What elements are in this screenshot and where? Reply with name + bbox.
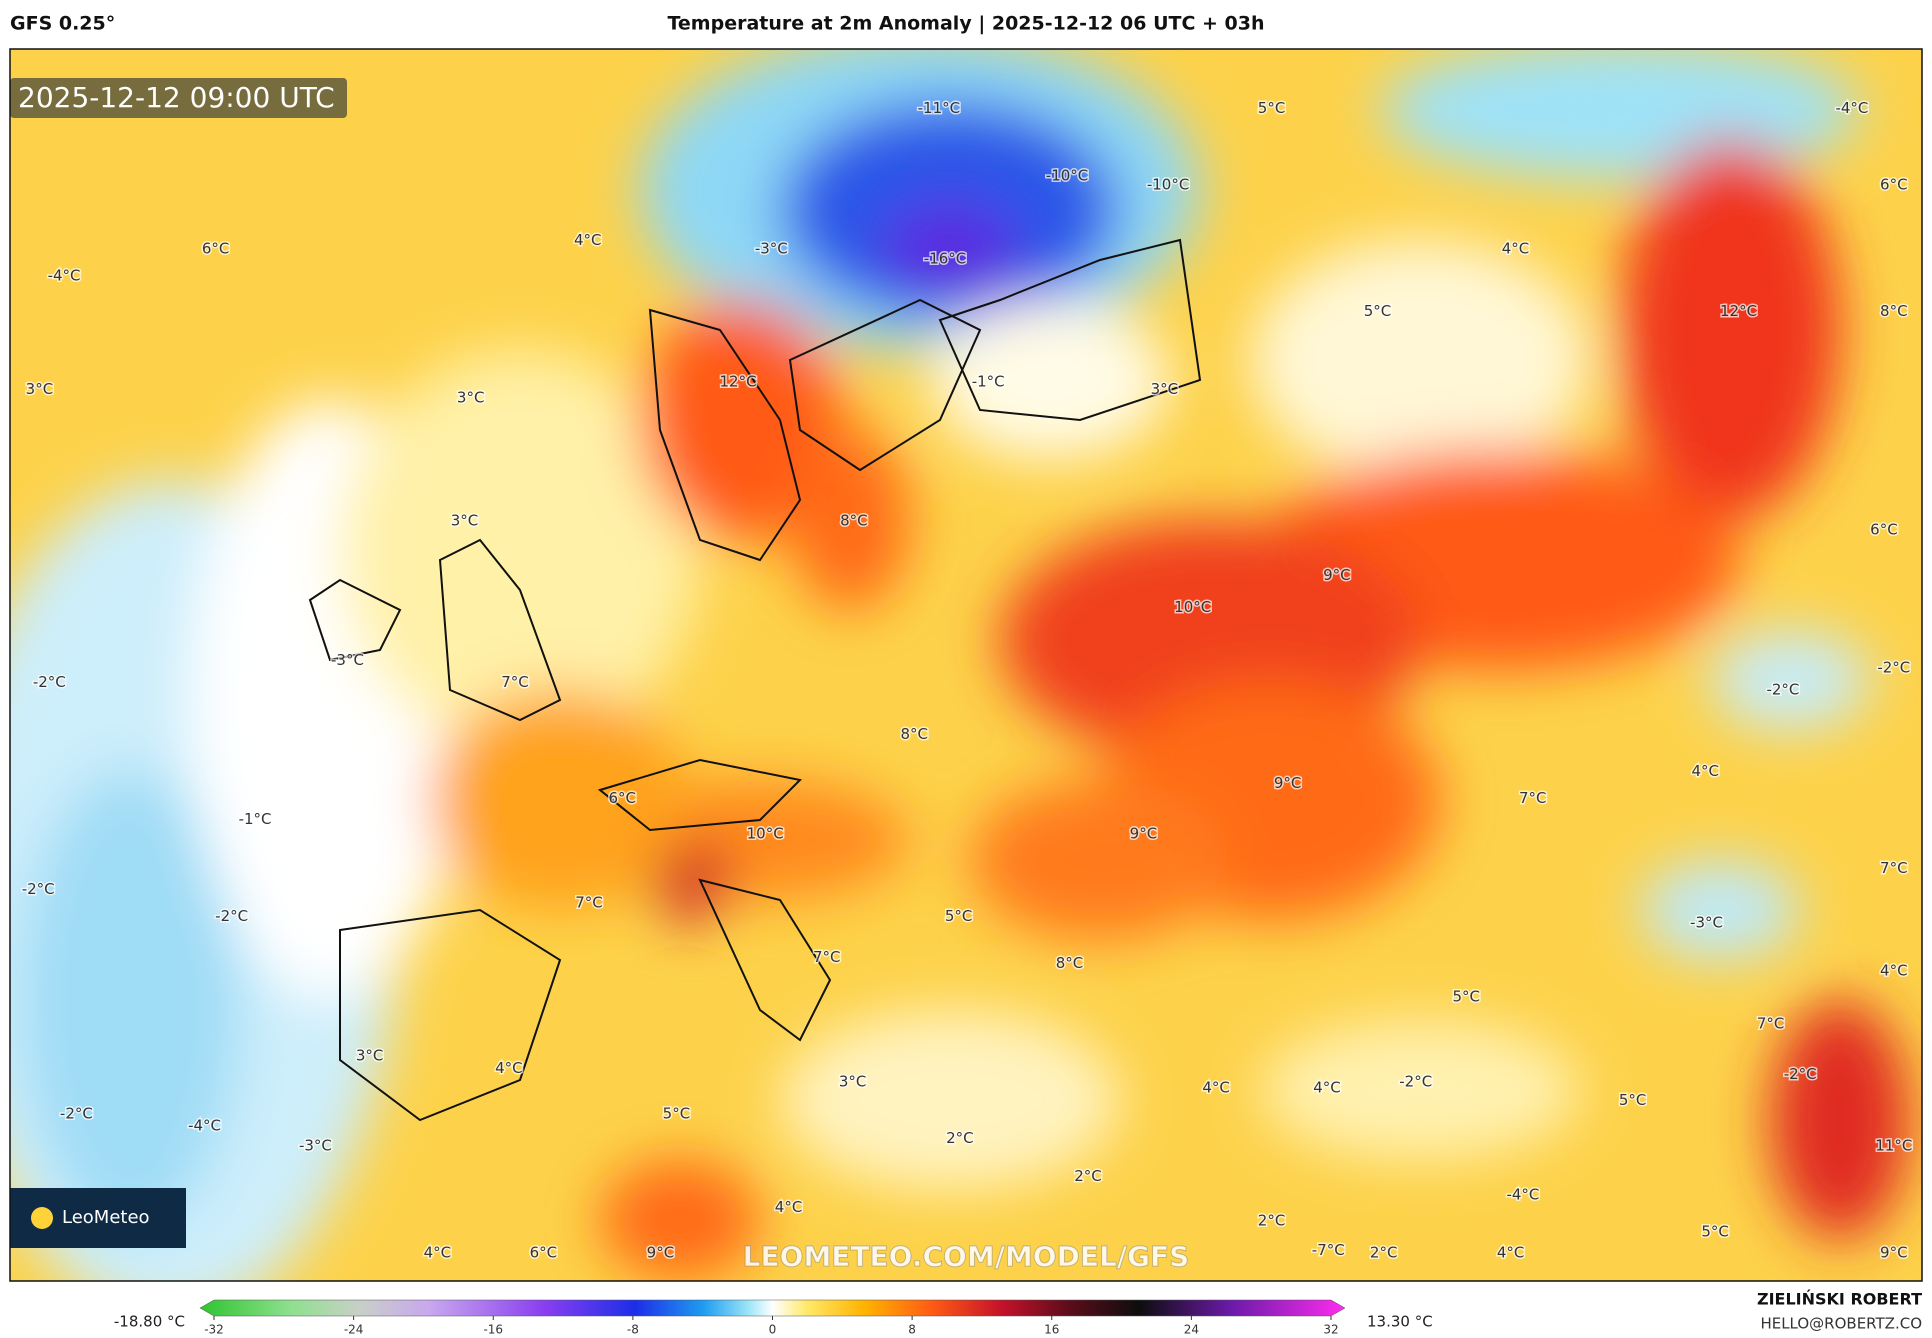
temperature-label: 5°C xyxy=(1701,1223,1729,1241)
temperature-label: -16°C xyxy=(924,249,966,267)
temperature-label: 6°C xyxy=(1880,175,1908,193)
colorbar-max: 13.30 °C xyxy=(1367,1313,1433,1331)
colorbar-min: -18.80 °C xyxy=(114,1313,185,1331)
temperature-label: 7°C xyxy=(1880,859,1908,877)
temperature-label: 2°C xyxy=(1258,1212,1286,1230)
temperature-label: 5°C xyxy=(1619,1091,1647,1109)
temperature-label: 6°C xyxy=(1870,520,1898,538)
map-title: Temperature at 2m Anomaly | 2025-12-12 0… xyxy=(667,13,1264,35)
temperature-label: 9°C xyxy=(647,1244,675,1262)
logo-sun xyxy=(31,1207,53,1229)
temperature-label: 10°C xyxy=(747,825,784,843)
colorbar-tick-label: 16 xyxy=(1044,1323,1059,1337)
temperature-label: -2°C xyxy=(1877,658,1910,676)
temperature-label: 2°C xyxy=(1074,1167,1102,1185)
author: ZIELIŃSKI ROBERT xyxy=(1757,1290,1922,1309)
temperature-label: 4°C xyxy=(1313,1078,1341,1096)
temperature-label: 4°C xyxy=(1497,1244,1525,1262)
temperature-label: -2°C xyxy=(215,907,248,925)
temperature-label: 8°C xyxy=(840,512,868,530)
temperature-label: -2°C xyxy=(1784,1065,1817,1083)
temperature-label: 3°C xyxy=(356,1046,384,1064)
colorbar-tick-label: -32 xyxy=(204,1323,224,1337)
temperature-label: 6°C xyxy=(202,239,230,257)
temperature-label: 10°C xyxy=(1174,598,1211,616)
temperature-label: -4°C xyxy=(1506,1186,1539,1204)
temperature-label: -4°C xyxy=(48,267,81,285)
temperature-label: 8°C xyxy=(1056,954,1084,972)
temperature-label: -4°C xyxy=(1835,99,1868,117)
colorbar-tick-label: -8 xyxy=(627,1323,639,1337)
colorbar-tick-label: -24 xyxy=(344,1323,364,1337)
temperature-label: 4°C xyxy=(424,1244,452,1262)
model-name: GFS 0.25° xyxy=(10,13,115,35)
temperature-label: 6°C xyxy=(608,789,636,807)
temperature-label: 7°C xyxy=(1519,789,1547,807)
temperature-label: 4°C xyxy=(775,1198,803,1216)
temperature-label: -11°C xyxy=(918,99,960,117)
colorbar-tick-label: -16 xyxy=(483,1323,503,1337)
temperature-label: 4°C xyxy=(1880,961,1908,979)
temperature-label: -4°C xyxy=(188,1117,221,1135)
temperature-label: 8°C xyxy=(900,725,928,743)
timestamp-box xyxy=(10,78,347,118)
map: -11°C 5°C -4°C -10°C -10°C 6°C 6°C 4°C -3°C -16°C… xyxy=(10,49,1922,1281)
temperature-label: 12°C xyxy=(720,372,757,390)
temperature-label: 6°C xyxy=(530,1244,558,1262)
temperature-label: 5°C xyxy=(1258,99,1286,117)
temperature-label: 7°C xyxy=(813,948,841,966)
map-frame xyxy=(9,48,1923,1282)
temperature-label: 4°C xyxy=(1202,1078,1230,1096)
colorbar-tick-label: 8 xyxy=(908,1323,916,1337)
temperature-label: -1°C xyxy=(239,810,272,828)
temperature-label: 12°C xyxy=(1720,302,1757,320)
contact: HELLO@ROBERTZ.CO xyxy=(1760,1315,1922,1333)
colorbar xyxy=(199,1299,1346,1317)
temperature-label: 4°C xyxy=(1502,239,1530,257)
temperature-label: -2°C xyxy=(33,673,66,691)
temperature-label: -2°C xyxy=(22,880,55,898)
temperature-label: 3°C xyxy=(457,388,485,406)
temperature-label: -3°C xyxy=(299,1136,332,1154)
temperature-label: 4°C xyxy=(495,1059,523,1077)
temperature-label: 2°C xyxy=(946,1129,974,1147)
temperature-label: -2°C xyxy=(1766,681,1799,699)
timestamp: 2025-12-12 09:00 UTC xyxy=(18,81,335,114)
temperature-label: 5°C xyxy=(1452,987,1480,1005)
temperature-label: -3°C xyxy=(331,651,364,669)
temperature-label: 3°C xyxy=(1151,380,1179,398)
colorbar-tick-label: 32 xyxy=(1323,1323,1338,1337)
temperature-label: 9°C xyxy=(1274,774,1302,792)
temperature-label: -10°C xyxy=(1046,167,1088,185)
temperature-label: 5°C xyxy=(945,907,973,925)
temperature-label: 7°C xyxy=(1757,1014,1785,1032)
temperature-label: 7°C xyxy=(575,894,603,912)
temperature-label: -2°C xyxy=(60,1104,93,1122)
temperature-label: 8°C xyxy=(1880,302,1908,320)
temperature-label: 5°C xyxy=(663,1104,691,1122)
temperature-label: -2°C xyxy=(1399,1072,1432,1090)
temperature-label: 11°C xyxy=(1875,1136,1912,1154)
temperature-label: 9°C xyxy=(1323,566,1351,584)
temperature-label: 9°C xyxy=(1880,1244,1908,1262)
watermark: LEOMETEO.COM/MODEL/GFS xyxy=(743,1240,1190,1273)
temperature-label: -10°C xyxy=(1147,175,1189,193)
temperature-label: 5°C xyxy=(1364,302,1392,320)
temperature-label: 2°C xyxy=(1370,1244,1398,1262)
temperature-label: -1°C xyxy=(972,372,1005,390)
colorbar-tick-label: 24 xyxy=(1184,1323,1199,1337)
temperature-label: 4°C xyxy=(574,231,602,249)
temperature-label: -7°C xyxy=(1312,1241,1345,1259)
temperature-label: 9°C xyxy=(1130,825,1158,843)
temperature-label: 3°C xyxy=(451,512,479,530)
logo: LeoMeteo xyxy=(62,1207,150,1228)
temperature-label: 3°C xyxy=(26,380,54,398)
colorbar-tick-label: 0 xyxy=(769,1323,777,1337)
temperature-label: -3°C xyxy=(755,239,788,257)
temperature-label: -3°C xyxy=(1690,913,1723,931)
temperature-label: 7°C xyxy=(501,673,529,691)
temperature-label: 4°C xyxy=(1692,762,1720,780)
temperature-label: 3°C xyxy=(839,1072,867,1090)
